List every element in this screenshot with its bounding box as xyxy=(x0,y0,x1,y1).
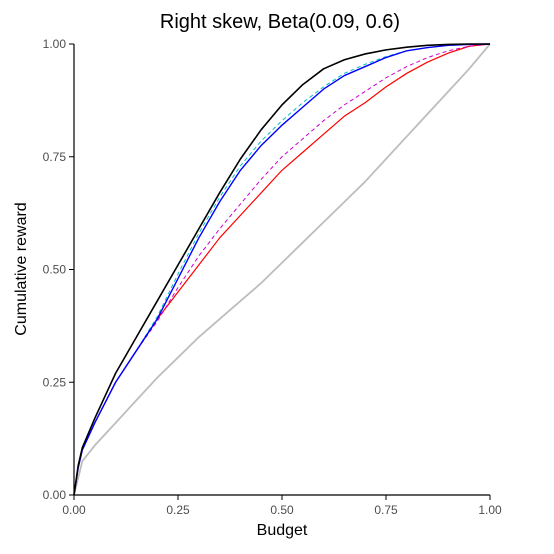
axes-layer xyxy=(73,44,490,496)
series-line-6 xyxy=(73,43,490,496)
series-line-4 xyxy=(73,43,491,496)
series-line-1 xyxy=(73,43,491,496)
x-tick-label: 0.75 xyxy=(374,503,398,517)
y-tick-label: 0.50 xyxy=(43,263,67,277)
y-tick-label: 0.75 xyxy=(43,150,67,164)
y-ticks: 0.00 0.25 0.50 0.75 1.00 xyxy=(43,37,74,502)
x-tick-label: 0.50 xyxy=(270,503,294,517)
series-line-3 xyxy=(73,43,491,496)
x-axis-title: Budget xyxy=(257,522,308,539)
x-tick-label: 0.00 xyxy=(62,503,86,517)
series-layer xyxy=(73,43,491,496)
series-line-2 xyxy=(73,43,491,496)
x-ticks: 0.00 0.25 0.50 0.75 1.00 xyxy=(62,495,502,517)
x-tick-label: 0.25 xyxy=(166,503,190,517)
chart-title: Right skew, Beta(0.09, 0.6) xyxy=(160,11,400,33)
y-axis-title: Cumulative reward xyxy=(13,202,30,335)
x-tick-label: 1.00 xyxy=(478,503,502,517)
series-line-5 xyxy=(73,43,491,496)
y-tick-label: 0.00 xyxy=(43,488,67,502)
y-tick-label: 1.00 xyxy=(43,37,67,51)
y-tick-label: 0.25 xyxy=(43,375,67,389)
